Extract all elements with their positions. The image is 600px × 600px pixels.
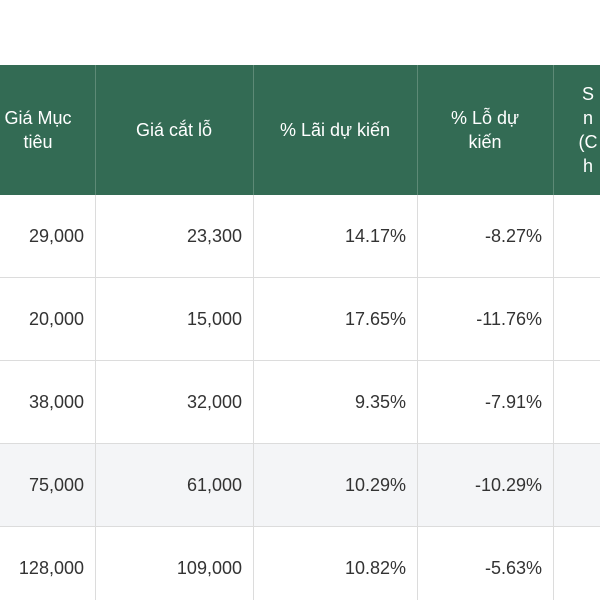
table-cell: -10.29% — [474, 475, 542, 495]
table-cell: 109,000 — [176, 558, 242, 578]
table-cell: -5.63% — [484, 558, 542, 578]
table-cell: 10.29% — [344, 475, 406, 495]
table-cell: 38,000 — [28, 392, 84, 412]
header-cell: Giá Mục tiêu — [4, 108, 72, 152]
table-cell: 61,000 — [186, 475, 242, 495]
column-divider — [253, 195, 254, 600]
header-text: h — [582, 156, 593, 176]
table-cell: 29,000 — [28, 226, 84, 246]
table-cell: 9.35% — [354, 392, 406, 412]
table-header — [0, 65, 600, 195]
table-row: 75,000 61,000 10.29% -10.29% — [0, 444, 600, 527]
table-cell: 128,000 — [18, 558, 84, 578]
table-row: 38,000 32,000 9.35% -7.91% — [0, 361, 600, 444]
header-divider — [253, 65, 254, 195]
table-row: 20,000 15,000 17.65% -11.76% — [0, 278, 600, 361]
header-text: n — [582, 108, 593, 128]
column-divider — [95, 195, 96, 600]
header-divider — [95, 65, 96, 195]
table-cell: 10.82% — [344, 558, 406, 578]
table-cell: 20,000 — [28, 309, 84, 329]
header-cell: % Lỗ dự kiến — [450, 108, 520, 152]
table-cell: 15,000 — [186, 309, 242, 329]
table-cell: -8.27% — [484, 226, 542, 246]
table-cell: 14.17% — [344, 226, 406, 246]
table-row: 29,000 23,300 14.17% -8.27% — [0, 195, 600, 278]
table-cell: 75,000 — [28, 475, 84, 495]
header-text: (C — [578, 132, 598, 152]
column-divider — [553, 195, 554, 600]
header-divider — [553, 65, 554, 195]
header-text: S — [581, 84, 594, 104]
header-cell: Giá cắt lỗ — [135, 120, 213, 140]
table-cell: 32,000 — [186, 392, 242, 412]
table-cell: -11.76% — [476, 309, 542, 329]
table-cell: 23,300 — [186, 226, 242, 246]
header-cell: % Lãi dự kiến — [279, 120, 391, 140]
table-cell: 17.65% — [344, 309, 406, 329]
table-row: 128,000 109,000 10.82% -5.63% — [0, 527, 600, 600]
column-divider — [417, 195, 418, 600]
table-cell: -7.91% — [484, 392, 542, 412]
header-divider — [417, 65, 418, 195]
